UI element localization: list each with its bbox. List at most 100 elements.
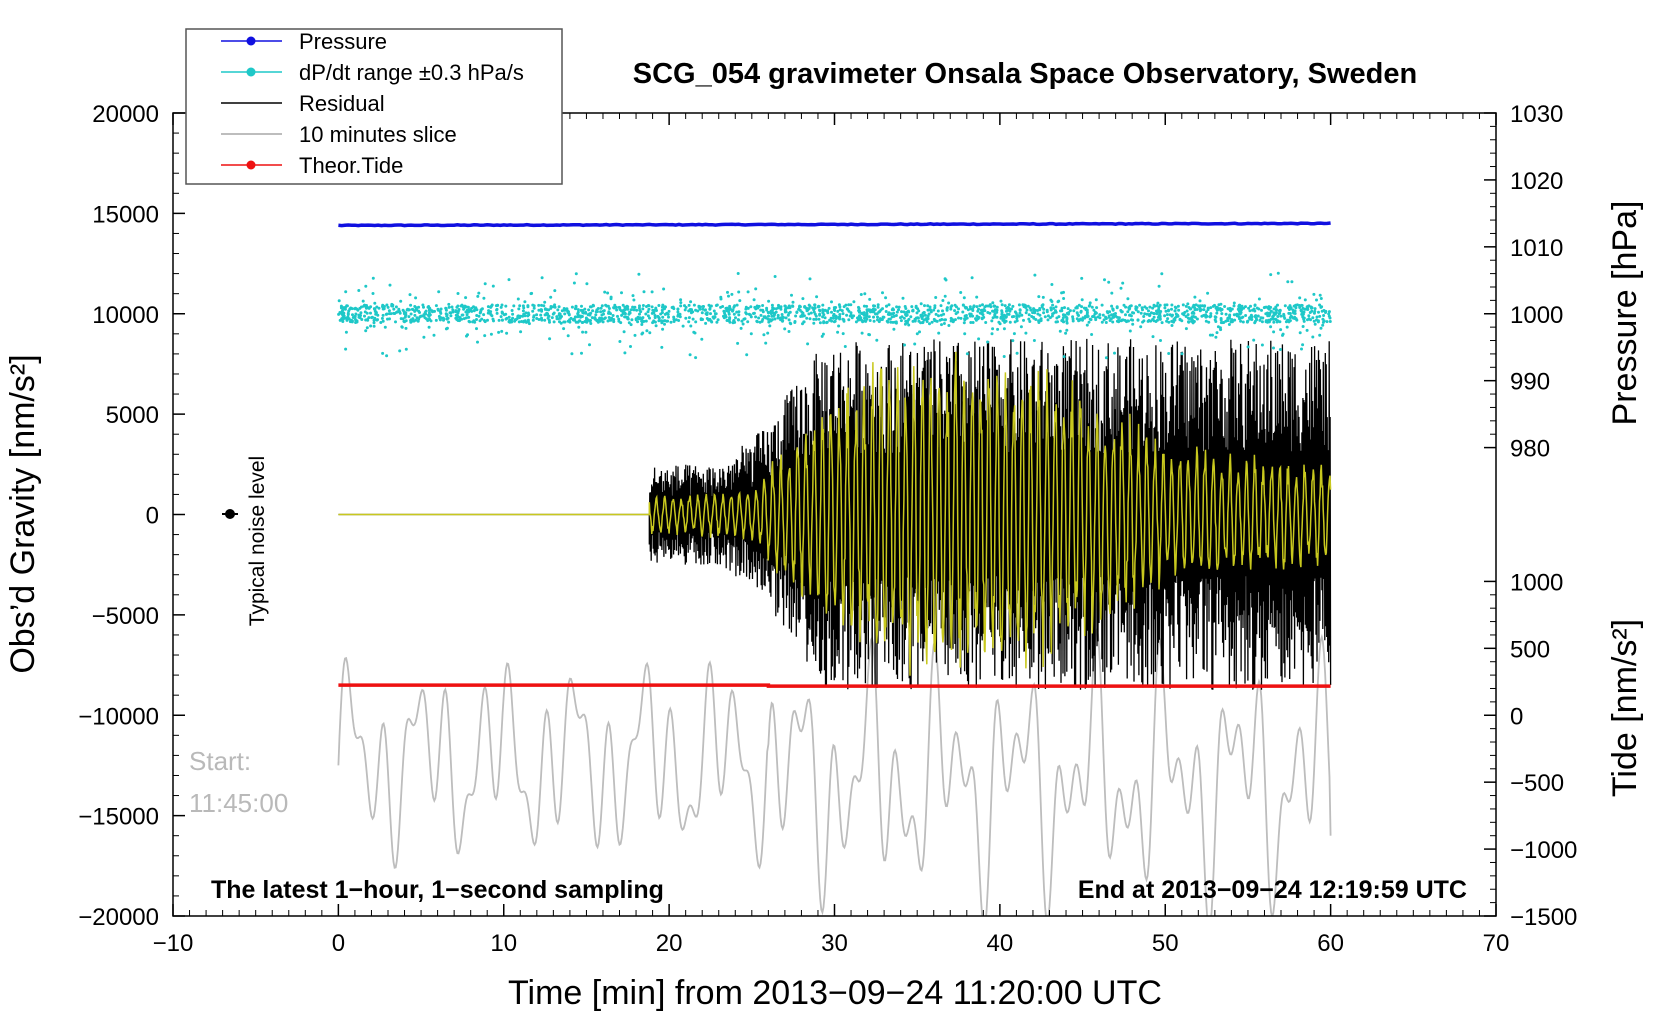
dpdt-point: [547, 318, 551, 322]
dpdt-point: [648, 316, 651, 320]
dpdt-point: [826, 309, 830, 313]
dpdt-point: [428, 306, 432, 310]
dpdt-point: [767, 299, 771, 303]
dpdt-point: [1167, 320, 1171, 324]
dpdt-point: [1107, 280, 1111, 284]
dpdt-point: [1077, 314, 1080, 317]
dpdt-point: [834, 306, 838, 309]
dpdt-point: [963, 317, 967, 321]
dpdt-point: [620, 291, 623, 295]
dpdt-point: [1209, 312, 1213, 316]
dpdt-point: [983, 305, 987, 309]
dpdt-point: [661, 315, 665, 319]
dpdt-point: [483, 282, 487, 286]
dpdt-point: [783, 327, 787, 331]
dpdt-point: [992, 304, 996, 308]
dpdt-point: [1173, 318, 1177, 322]
dpdt-point: [1222, 321, 1226, 324]
dpdt-point: [666, 312, 670, 316]
dpdt-point: [1198, 307, 1202, 311]
dpdt-point: [689, 300, 693, 304]
dpdt-point: [1024, 331, 1028, 335]
dpdt-point: [1126, 310, 1130, 314]
dpdt-point: [462, 307, 466, 311]
dpdt-point: [1286, 280, 1290, 284]
dpdt-point: [979, 308, 983, 312]
dpdt-point: [1204, 319, 1208, 323]
dpdt-point: [504, 304, 508, 308]
dpdt-point: [623, 308, 627, 312]
dpdt-point: [813, 303, 817, 307]
dpdt-point: [970, 276, 974, 280]
dpdt-point: [659, 312, 663, 316]
dpdt-point: [1136, 310, 1140, 314]
dpdt-point: [518, 304, 522, 308]
dpdt-point: [1157, 305, 1161, 309]
dpdt-point: [830, 319, 834, 323]
dpdt-point: [918, 330, 921, 334]
dpdt-point: [1260, 320, 1264, 324]
dpdt-point: [641, 316, 645, 320]
dpdt-point: [477, 314, 481, 318]
dpdt-point: [1054, 320, 1058, 324]
dpdt-point: [449, 314, 453, 318]
dpdt-point: [790, 293, 793, 297]
dpdt-point: [723, 313, 727, 317]
dpdt-point: [921, 320, 925, 324]
dpdt-point: [780, 313, 784, 316]
dpdt-point: [791, 300, 795, 304]
dpdt-point: [865, 315, 869, 319]
dpdt-point: [953, 318, 957, 322]
dpdt-point: [379, 321, 383, 324]
dpdt-point: [1300, 347, 1303, 351]
x-tick-label: 20: [656, 930, 683, 957]
dpdt-point: [895, 310, 899, 314]
dpdt-point: [1013, 310, 1017, 314]
dpdt-point: [1216, 325, 1220, 329]
dpdt-point: [1306, 304, 1310, 308]
dpdt-point: [357, 289, 361, 292]
dpdt-point: [535, 317, 539, 320]
dpdt-point: [830, 300, 833, 304]
dpdt-point: [1041, 295, 1045, 299]
dpdt-point: [562, 320, 566, 324]
dpdt-point: [398, 311, 402, 315]
dpdt-point: [623, 315, 627, 319]
dpdt-point: [531, 318, 535, 322]
dpdt-point: [876, 305, 880, 309]
dpdt-point: [1025, 308, 1029, 312]
dpdt-point: [392, 307, 396, 311]
dpdt-point: [584, 311, 588, 315]
dpdt-point: [732, 319, 736, 322]
dpdt-point: [1302, 319, 1306, 323]
dpdt-point: [841, 317, 845, 321]
dpdt-point: [660, 305, 664, 309]
dpdt-point: [607, 316, 611, 319]
dpdt-point: [482, 296, 486, 300]
dpdt-point: [1018, 308, 1022, 312]
dpdt-point: [1110, 304, 1114, 308]
dpdt-point: [770, 303, 774, 307]
dpdt-point: [1258, 318, 1262, 322]
dpdt-point: [381, 351, 385, 355]
dpdt-point: [915, 311, 919, 315]
dpdt-point: [1017, 303, 1021, 307]
dpdt-point: [472, 309, 476, 313]
dpdt-point: [1202, 308, 1206, 312]
dpdt-point: [1042, 307, 1046, 311]
dpdt-point: [1134, 308, 1138, 312]
dpdt-point: [557, 305, 561, 309]
dpdt-point: [1264, 320, 1268, 324]
dpdt-point: [799, 315, 803, 318]
dpdt-point: [687, 316, 691, 320]
dpdt-point: [1062, 355, 1066, 359]
dpdt-point: [1181, 303, 1185, 307]
dpdt-point: [1315, 318, 1318, 322]
dpdt-point: [818, 321, 822, 325]
dpdt-point: [1281, 332, 1285, 336]
dpdt-point: [532, 314, 536, 318]
dpdt-point: [361, 299, 365, 303]
dpdt-point: [1294, 303, 1298, 307]
dpdt-point: [865, 304, 869, 308]
dpdt-point: [841, 312, 845, 316]
